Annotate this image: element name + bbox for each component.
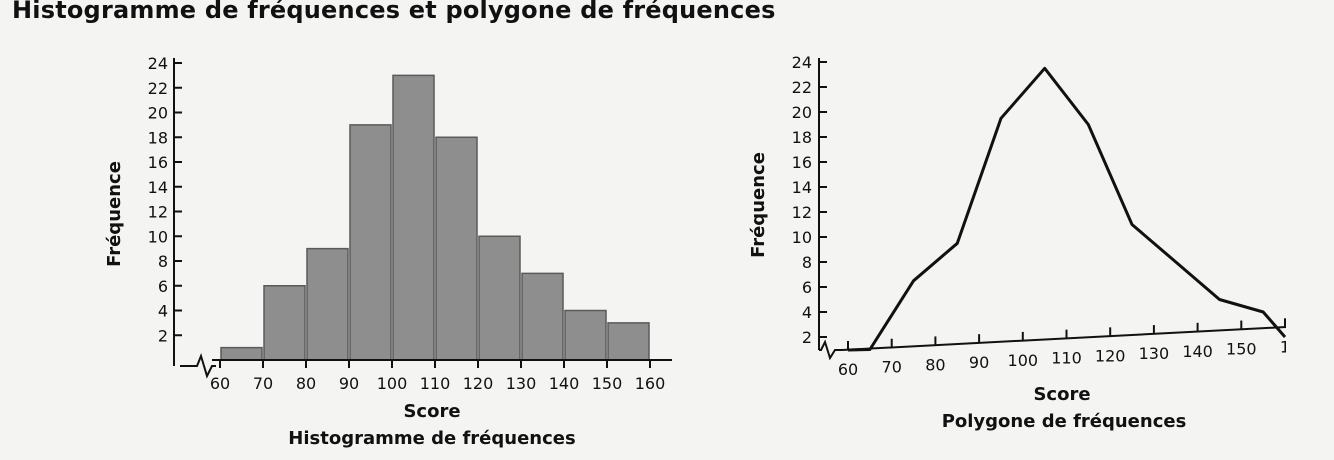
- histogram-y-tick-label: 6: [158, 277, 168, 296]
- polygon-x-tick-label: 130: [1139, 344, 1170, 363]
- histogram-bar: [521, 272, 564, 361]
- polygon-y-tick-label: 4: [802, 303, 812, 322]
- histogram-y-tick-label: 12: [148, 203, 168, 222]
- polygon-x-tick-label: 100: [1008, 351, 1039, 370]
- polygon-y-tick-label: 8: [802, 253, 812, 272]
- polygon-y-tick-label: 14: [792, 178, 812, 197]
- polygon-y-tick-label: 20: [792, 103, 812, 122]
- polygon-y-tick-label: 6: [802, 278, 812, 297]
- histogram-y-tick-label: 14: [148, 178, 168, 197]
- polygon-x-tick-label: 70: [882, 358, 902, 377]
- histogram-x-tick-label: 100: [377, 374, 408, 393]
- histogram-y-tick-label: 16: [148, 153, 168, 172]
- polygon-y-tick-label: 24: [792, 53, 812, 72]
- histogram-x-tick-label: 80: [296, 374, 316, 393]
- polygon-y-tick-label: 18: [792, 128, 812, 147]
- histogram-bar: [392, 74, 435, 361]
- histogram-title: Histogramme de fréquences: [288, 428, 575, 449]
- histogram-bar: [349, 124, 392, 361]
- histogram-y-tick-label: 2: [158, 326, 168, 345]
- histogram-x-tick-label: 150: [592, 374, 623, 393]
- histogram-x-tick-label: 110: [420, 374, 451, 393]
- polygon-y-tick-label: 16: [792, 153, 812, 172]
- histogram-x-tick-label: 140: [549, 374, 580, 393]
- polygon-x-axis-label: Score: [1033, 384, 1090, 405]
- polygon-x-tick-label: 90: [969, 353, 989, 372]
- polygon-x-ticks: 60 70 80 90 100 110 120 130 140 150 1: [838, 318, 1290, 379]
- polygon-axis-break: [819, 339, 842, 361]
- polygon-x-tick-label: 120: [1095, 346, 1126, 365]
- histogram-bar: [564, 309, 607, 361]
- histogram-bar: [478, 235, 521, 361]
- polygon-y-tick-label: 10: [792, 228, 812, 247]
- histogram-x-tick-label: 120: [463, 374, 494, 393]
- polygon-y-tick-label: 22: [792, 78, 812, 97]
- histogram-bar: [607, 322, 650, 361]
- histogram-bar: [435, 136, 478, 361]
- polygon-series-line: [847, 66, 1286, 352]
- histogram-y-axis-label: Fréquence: [104, 161, 125, 267]
- polygon-y-tick-label: 2: [802, 328, 812, 347]
- polygon-x-tick-label: 1: [1280, 337, 1290, 356]
- histogram-x-tick-label: 90: [339, 374, 359, 393]
- polygon-title: Polygone de fréquences: [942, 411, 1187, 432]
- histogram-bars: [220, 74, 650, 361]
- polygon-x-tick-label: 150: [1226, 340, 1257, 359]
- histogram-y-tick-label: 22: [148, 79, 168, 98]
- histogram-x-tick-label: 70: [253, 374, 273, 393]
- histogram-y-tick-label: 24: [148, 54, 168, 73]
- polygon-x-tick-label: 110: [1051, 349, 1082, 368]
- histogram-bar: [263, 285, 306, 361]
- histogram-x-tick-label: 160: [635, 374, 666, 393]
- histogram-x-ticks: 60 70 80 90 100 110 120 130 140 150 160: [210, 360, 665, 393]
- histogram-axis-break: [180, 352, 216, 379]
- histogram-y-tick-label: 10: [148, 227, 168, 246]
- histogram-y-tick-label: 20: [148, 104, 168, 123]
- polygon-x-tick-label: 140: [1182, 342, 1213, 361]
- histogram-y-tick-label: 18: [148, 128, 168, 147]
- histogram-bar: [306, 247, 349, 361]
- histogram-y-tick-label: 8: [158, 252, 168, 271]
- polygon-y-tick-label: 12: [792, 203, 812, 222]
- polygon-y-axis-label: Fréquence: [748, 152, 769, 258]
- histogram-bar: [220, 346, 263, 361]
- histogram-x-tick-label: 130: [506, 374, 537, 393]
- histogram-x-axis-label: Score: [403, 401, 460, 422]
- polygon-x-tick-label: 60: [838, 360, 858, 379]
- polygon-x-axis: [841, 326, 1286, 351]
- histogram-y-tick-label: 4: [158, 302, 168, 321]
- polygon-x-tick-label: 80: [925, 355, 945, 374]
- page-title: Histogramme de fréquences et polygone de…: [12, 0, 776, 24]
- histogram-x-tick-label: 60: [210, 374, 230, 393]
